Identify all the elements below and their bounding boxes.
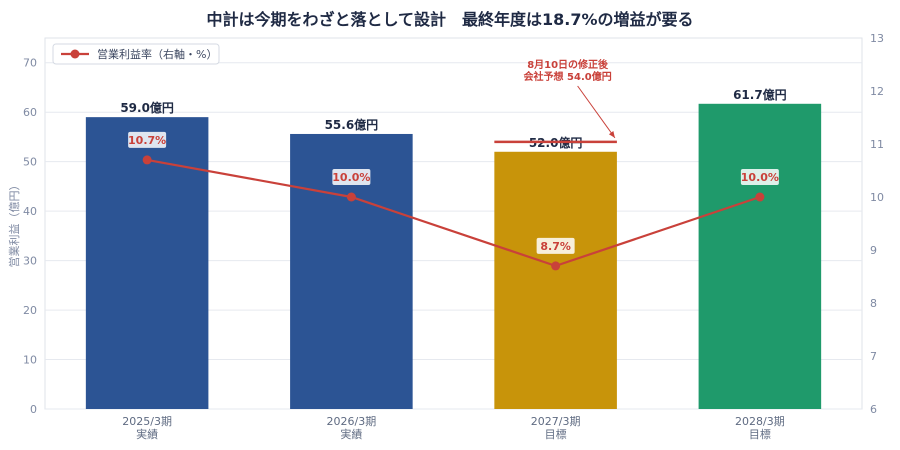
y2-tick-label: 6: [870, 403, 877, 416]
x-tick-label: 2027/3期: [531, 415, 581, 428]
y2-tick-label: 12: [870, 85, 884, 98]
bar: [494, 151, 617, 410]
margin-label-box: [128, 131, 167, 148]
annotation-line-2: 会社予想 54.0億円: [524, 70, 612, 83]
margin-label-box: [332, 169, 371, 185]
bar-value-label: 55.6億円: [325, 117, 379, 132]
annotation-line-1: 8月10日の修正後: [527, 58, 609, 71]
y2-tick-label: 8: [870, 297, 877, 310]
y-tick-label: 40: [23, 205, 37, 218]
legend-box: [52, 43, 220, 65]
margin-point: [142, 155, 152, 165]
y-axis-title: 営業利益（億円）: [7, 180, 21, 268]
margin-label-box: [740, 169, 779, 185]
y-tick-label: 70: [23, 57, 37, 70]
y-tick-label: 20: [23, 304, 37, 317]
annotation-arrow-head: [608, 131, 615, 138]
x-tick-sublabel: 目標: [749, 427, 771, 441]
x-tick-label: 2026/3期: [327, 415, 377, 428]
margin-point-label: 8.7%: [540, 240, 571, 253]
y-tick-label: 0: [30, 403, 37, 416]
legend-marker: [70, 49, 80, 59]
margin-point: [346, 192, 356, 202]
bar: [85, 117, 209, 409]
margin-point-label: 10.0%: [741, 171, 779, 184]
y2-tick-label: 11: [870, 138, 884, 151]
x-tick-sublabel: 実績: [340, 427, 362, 441]
y-tick-label: 50: [23, 156, 37, 169]
x-tick-label: 2028/3期: [735, 415, 785, 428]
margin-line: [146, 158, 761, 268]
x-tick-label: 2025/3期: [122, 415, 172, 428]
y-tick-label: 30: [23, 255, 37, 268]
y2-tick-label: 10: [870, 191, 884, 204]
x-tick-sublabel: 目標: [545, 427, 567, 441]
y-tick-label: 10: [23, 354, 37, 367]
margin-point: [755, 192, 765, 202]
legend-label: 営業利益率（右軸・%）: [97, 47, 217, 61]
margin-point-label: 10.0%: [332, 171, 370, 184]
margin-label-box: [536, 237, 575, 254]
bar: [698, 103, 822, 410]
x-tick-sublabel: 実績: [136, 427, 158, 441]
margin-point: [551, 261, 561, 271]
y-tick-label: 60: [23, 106, 37, 119]
y2-tick-label: 13: [870, 32, 884, 45]
margin-point-label: 10.7%: [128, 134, 166, 147]
bar-value-label: 59.0億円: [120, 100, 174, 115]
annotation-arrow-shaft: [577, 85, 616, 139]
y2-tick-label: 7: [870, 350, 877, 363]
chart-title: 中計は今期をわざと落として設計 最終年度は18.7%の増益が要る: [206, 10, 694, 29]
y2-tick-label: 9: [870, 244, 877, 257]
bar-value-label: 61.7億円: [733, 87, 787, 102]
